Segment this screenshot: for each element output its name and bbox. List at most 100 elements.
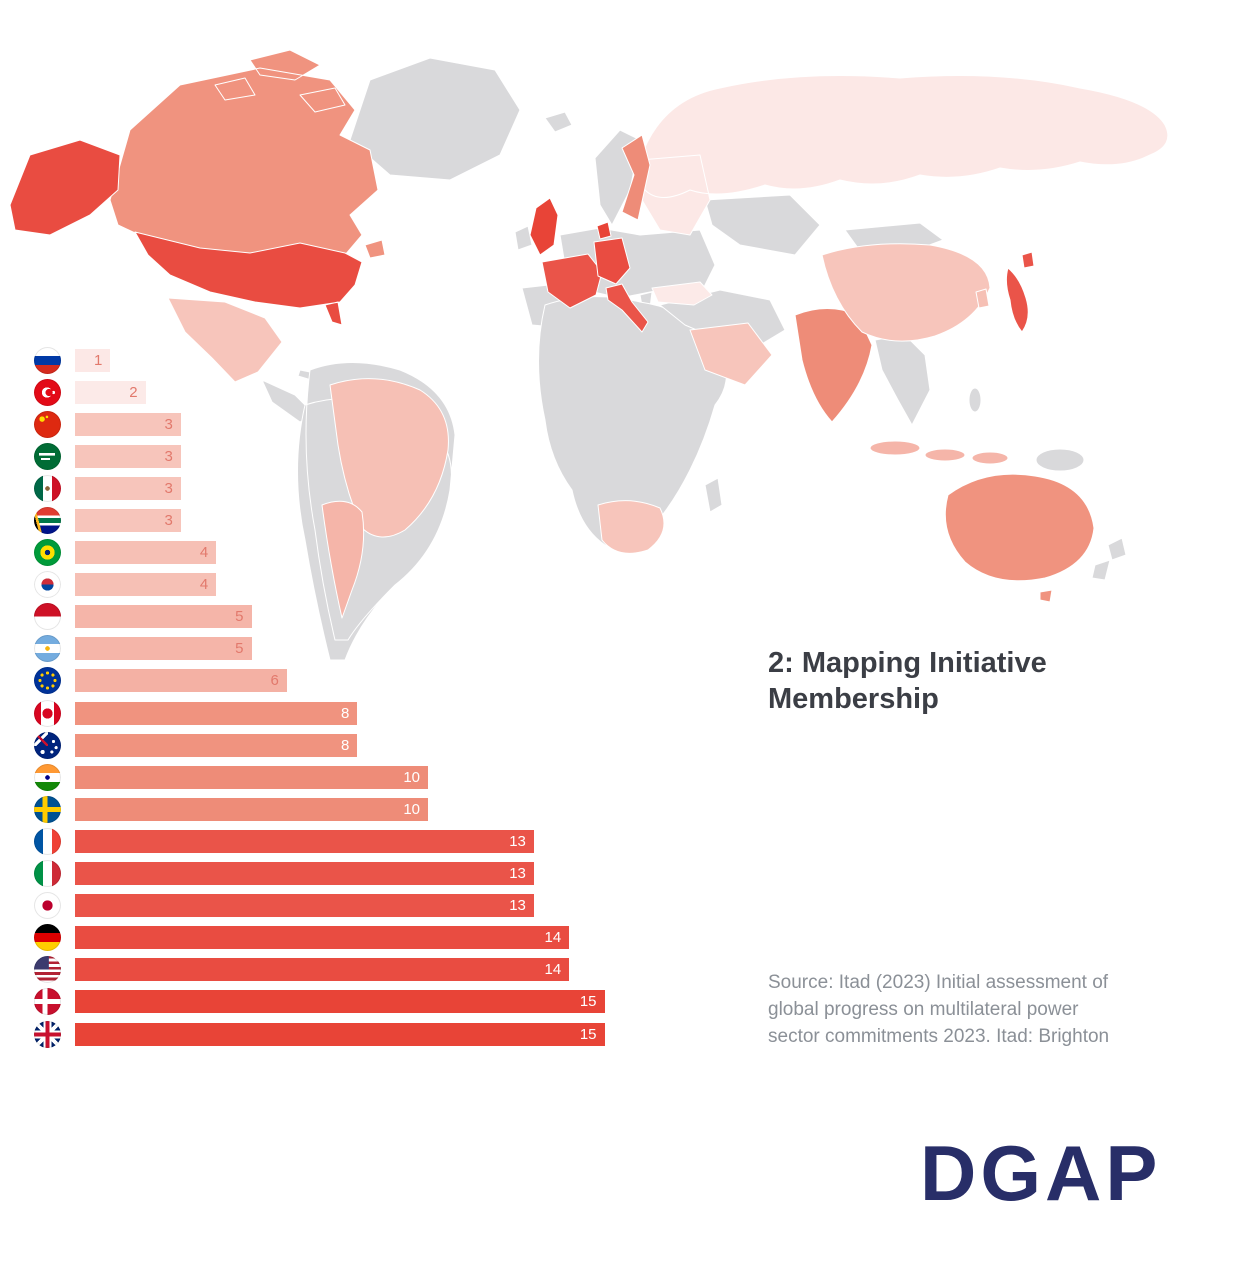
bar-row-gb: 15 [34, 1018, 674, 1050]
bar-row-de: 14 [34, 922, 674, 954]
map-region-south-africa [597, 500, 665, 554]
bar-value-label: 15 [579, 1025, 597, 1043]
bar-value-label: 4 [199, 544, 209, 562]
flag-kr-icon [34, 571, 61, 599]
bar-se: 10 [75, 797, 428, 821]
bar-id: 5 [75, 605, 252, 629]
flag-us-icon [34, 956, 61, 984]
flag-gb-icon [34, 1020, 61, 1048]
membership-bar-chart: 1 2 3 3 3 3 4 4 5 5 6 8 8 10 10 13 13 13 14 14 15 15 [34, 344, 674, 1050]
flag-ar-icon [34, 635, 61, 663]
map-landmass-iceland [544, 111, 573, 133]
bar-value-label: 8 [341, 736, 350, 754]
bar-row-dk: 15 [34, 986, 674, 1018]
flag-id-icon [34, 603, 61, 631]
bar-value-label: 3 [164, 479, 173, 497]
map-region-denmark [596, 221, 612, 240]
bar-row-it: 13 [34, 858, 674, 890]
flag-fr-icon [34, 827, 61, 855]
map-landmass-madagascar [704, 477, 723, 513]
bar-value-label: 13 [509, 865, 526, 883]
bar-row-jp: 13 [34, 890, 674, 922]
flag-dk-icon [34, 988, 61, 1016]
bar-row-ar: 5 [34, 633, 674, 665]
map-region-sweden [621, 134, 651, 221]
map-region-italy [605, 283, 649, 333]
bar-row-se: 10 [34, 793, 674, 825]
map-landmass-philippines [968, 387, 982, 413]
map-landmass-se-asia [874, 334, 931, 426]
bar-value-label: 14 [544, 961, 562, 979]
bar-de: 14 [75, 926, 570, 950]
bar-row-kr: 4 [34, 569, 674, 601]
bar-sa: 3 [75, 444, 181, 468]
bar-value-label: 1 [93, 351, 103, 369]
bar-row-sa: 3 [34, 440, 674, 472]
flag-in-icon [34, 763, 61, 791]
flag-se-icon [34, 795, 61, 823]
bar-value-label: 13 [509, 897, 526, 915]
bar-jp: 13 [75, 894, 534, 918]
bar-value-label: 8 [341, 704, 350, 722]
bar-row-mx: 3 [34, 472, 674, 504]
bar-row-za: 3 [34, 504, 674, 536]
bar-value-label: 10 [403, 800, 420, 818]
bar-row-ru: 1 [34, 344, 674, 376]
bar-mx: 3 [75, 476, 181, 500]
flag-ru-icon [34, 346, 61, 374]
bar-row-id: 5 [34, 601, 674, 633]
map-region-australia [944, 473, 1095, 603]
map-region-germany [593, 237, 631, 285]
flag-au-icon [34, 731, 61, 759]
flag-br-icon [34, 539, 61, 567]
bar-gb: 15 [75, 1022, 605, 1046]
bar-tr: 2 [75, 380, 146, 404]
bar-value-label: 3 [164, 512, 173, 530]
bar-in: 10 [75, 765, 428, 789]
map-landmass-new-zealand [1091, 537, 1127, 581]
map-region-indonesia [869, 440, 1009, 465]
map-region-saudi-arabia [689, 322, 773, 386]
map-region-canada [109, 49, 386, 259]
map-region-japan [1005, 251, 1035, 333]
source-note: Source: Itad (2023) Initial assessment o… [768, 972, 1110, 1047]
bar-value-label: 13 [509, 832, 526, 850]
map-region-alaska [9, 139, 121, 236]
bar-dk: 15 [75, 990, 605, 1014]
bar-ca: 8 [75, 701, 358, 725]
map-region-south-korea [975, 288, 990, 309]
bar-value-label: 3 [164, 415, 173, 433]
bar-row-au: 8 [34, 729, 674, 761]
flag-mx-icon [34, 474, 61, 502]
bar-value-label: 14 [544, 929, 562, 947]
map-region-france [541, 253, 603, 309]
flag-tr-icon [34, 378, 61, 406]
bar-row-tr: 2 [34, 376, 674, 408]
bar-ru: 1 [75, 348, 111, 372]
flag-eu-icon [34, 667, 61, 695]
bar-value-label: 5 [235, 608, 244, 626]
bar-value-label: 2 [129, 383, 138, 401]
flag-it-icon [34, 860, 61, 888]
bar-fr: 13 [75, 829, 534, 853]
map-landmass-central-asia [704, 194, 821, 256]
bar-row-in: 10 [34, 761, 674, 793]
flag-jp-icon [34, 892, 61, 920]
bar-br: 4 [75, 541, 217, 565]
flag-de-icon [34, 924, 61, 952]
flag-cn-icon [34, 410, 61, 438]
bar-value-label: 5 [235, 640, 244, 658]
map-region-turkey [651, 281, 713, 306]
map-region-united-kingdom [529, 197, 559, 256]
bar-us: 14 [75, 958, 570, 982]
flag-ca-icon [34, 699, 61, 727]
map-landmass-greenland [349, 57, 521, 181]
flag-sa-icon [34, 442, 61, 470]
bar-cn: 3 [75, 412, 181, 436]
page-title: 2: Mapping Initiative Membership [768, 647, 1047, 716]
bar-kr: 4 [75, 573, 217, 597]
bar-row-eu: 6 [34, 665, 674, 697]
bar-row-br: 4 [34, 537, 674, 569]
bar-za: 3 [75, 509, 181, 533]
